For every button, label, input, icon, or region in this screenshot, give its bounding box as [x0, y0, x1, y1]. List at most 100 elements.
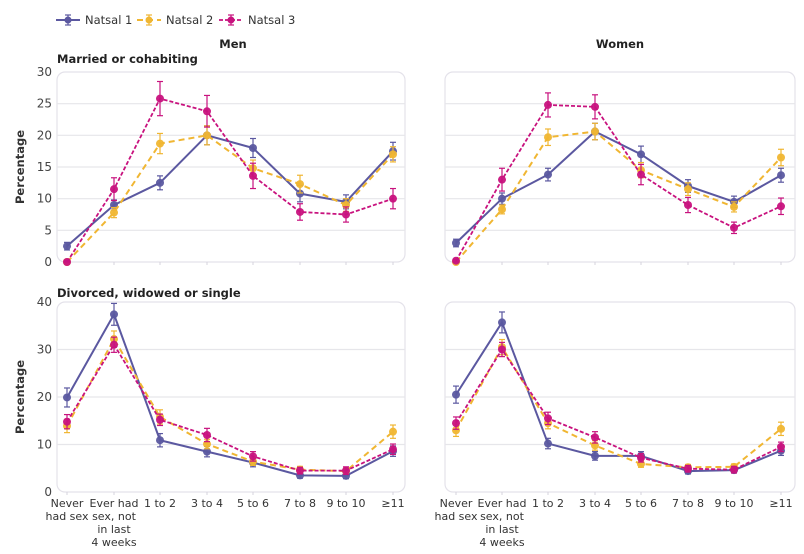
- data-point: [203, 131, 211, 140]
- y-axis-label-bottom: Percentage: [13, 360, 27, 434]
- data-point: [63, 393, 71, 402]
- x-tick-label: 5 to 6: [237, 497, 269, 510]
- data-point: [684, 201, 692, 209]
- row-title-married: Married or cohabiting: [57, 52, 198, 66]
- y-tick-label: 10: [37, 438, 52, 452]
- data-point: [544, 133, 552, 142]
- x-tick-label: Never had sex: [434, 497, 477, 523]
- data-point: [63, 258, 71, 266]
- y-tick-label: 20: [37, 390, 52, 404]
- data-point: [342, 210, 350, 219]
- x-tick-label-line: 7 to 8: [284, 497, 316, 510]
- y-tick-label: 5: [44, 223, 52, 237]
- data-point: [591, 127, 599, 136]
- legend-marker: [64, 16, 72, 24]
- data-point: [498, 345, 506, 354]
- column-title-women: Women: [596, 37, 644, 51]
- x-tick-label: ≥11: [381, 497, 404, 510]
- x-tick-label-line: Never: [51, 497, 84, 510]
- legend-item-1: Natsal 1: [56, 13, 132, 27]
- data-point: [452, 256, 460, 265]
- x-tick-label-line: Never: [440, 497, 473, 510]
- x-tick-label: 5 to 6: [625, 497, 657, 510]
- data-point: [342, 466, 350, 475]
- data-point: [110, 340, 118, 349]
- data-point: [777, 171, 785, 180]
- data-point: [249, 452, 257, 461]
- x-tick-label: ≥11: [769, 497, 792, 510]
- y-tick-label: 30: [37, 65, 52, 79]
- x-tick-label-line: in last: [97, 523, 131, 536]
- data-point: [203, 107, 211, 116]
- column-title-men: Men: [219, 37, 246, 51]
- x-tick-label: Ever had sex, not in last 4 weeks: [478, 497, 527, 549]
- data-point: [156, 178, 164, 187]
- data-point: [156, 415, 164, 424]
- x-tick-label: 3 to 4: [191, 497, 223, 510]
- data-point: [203, 447, 211, 456]
- y-tick-label: 10: [37, 192, 52, 206]
- data-point: [730, 223, 738, 232]
- legend: Natsal 1 Natsal 2 Natsal 3: [56, 13, 295, 27]
- data-point: [296, 189, 304, 198]
- x-tick-label-line: 5 to 6: [237, 497, 269, 510]
- data-point: [110, 185, 118, 194]
- x-tick-label: 1 to 2: [144, 497, 176, 510]
- series-natsal-3: [452, 92, 785, 265]
- y-tick-label: 15: [37, 160, 52, 174]
- data-point: [249, 144, 257, 152]
- x-tick-label-line: 9 to 10: [714, 497, 753, 510]
- data-point: [544, 170, 552, 179]
- y-tick-label: 40: [37, 295, 52, 309]
- panel-men-married: 0 5 10 15 20 25 30: [37, 65, 406, 269]
- series-natsal-3: [63, 336, 397, 476]
- legend-marker: [227, 16, 235, 24]
- x-tick-label-line: ≥11: [381, 497, 404, 510]
- data-point: [296, 180, 304, 189]
- data-point: [203, 431, 211, 439]
- data-point: [296, 466, 304, 475]
- x-tick-label-line: Ever had: [90, 497, 139, 510]
- data-point: [452, 419, 460, 428]
- data-point: [777, 424, 785, 433]
- y-tick-label: 20: [37, 128, 52, 142]
- series-line: [455, 104, 782, 262]
- x-tick-label: 7 to 8: [284, 497, 316, 510]
- x-tick-label-line: 1 to 2: [532, 497, 564, 510]
- legend-label: Natsal 3: [248, 13, 295, 27]
- data-point: [637, 150, 645, 159]
- x-tick-label: 9 to 10: [714, 497, 753, 510]
- legend-item-3: Natsal 3: [219, 13, 295, 27]
- x-tick-label-line: 4 weeks: [479, 536, 524, 549]
- series-line: [66, 343, 394, 472]
- x-tick-label-line: 9 to 10: [326, 497, 365, 510]
- x-tick-label-line: Ever had: [478, 497, 527, 510]
- series-line: [66, 97, 394, 263]
- data-point: [498, 205, 506, 214]
- data-point: [730, 465, 738, 474]
- x-tick-label-line: 3 to 4: [191, 497, 223, 510]
- data-point: [389, 445, 397, 454]
- data-point: [110, 310, 118, 319]
- x-tick-label-line: 1 to 2: [144, 497, 176, 510]
- data-point: [544, 414, 552, 423]
- series-natsal-3: [63, 80, 397, 266]
- data-point: [730, 202, 738, 211]
- data-point: [498, 318, 506, 327]
- data-point: [249, 171, 257, 180]
- data-point: [684, 464, 692, 473]
- data-point: [544, 439, 552, 448]
- data-point: [452, 239, 460, 247]
- legend-item-2: Natsal 2: [137, 13, 213, 27]
- y-tick-label: 0: [44, 485, 52, 499]
- data-point: [156, 436, 164, 445]
- x-tick-label-line: had sex: [434, 510, 477, 523]
- data-point: [684, 185, 692, 194]
- data-point: [156, 94, 164, 103]
- data-point: [591, 102, 599, 111]
- data-point: [777, 202, 785, 211]
- x-tick-label-line: had sex: [45, 510, 88, 523]
- series-line: [66, 313, 394, 477]
